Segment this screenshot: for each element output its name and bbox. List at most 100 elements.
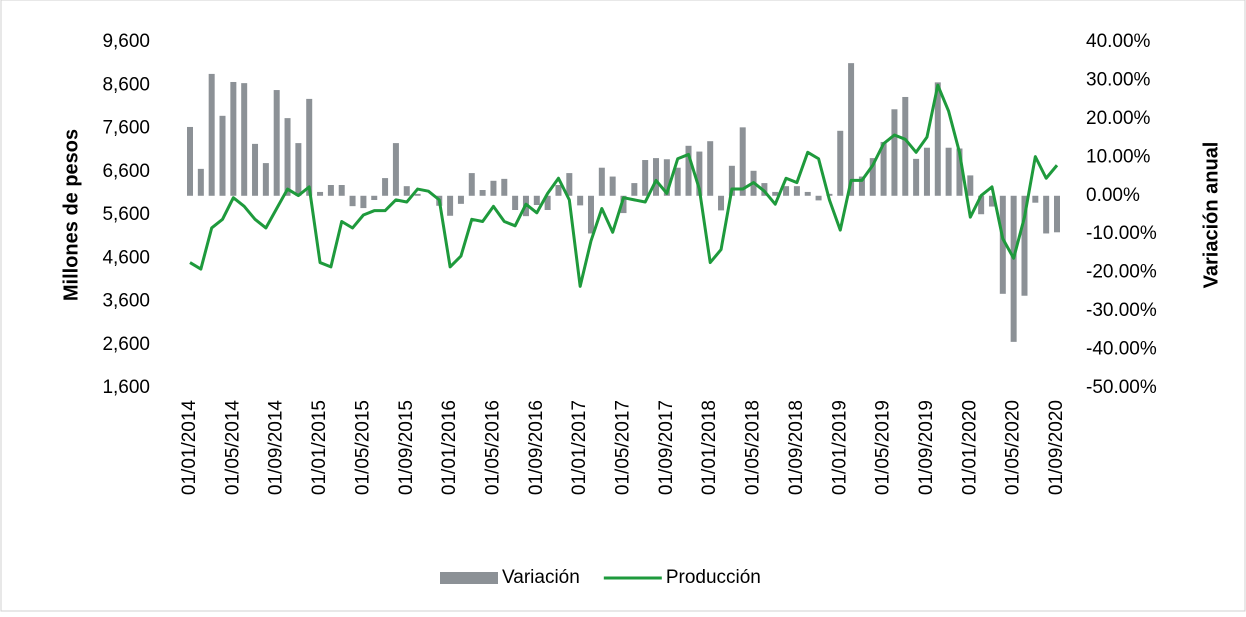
x-tick-label: 01/09/2016 xyxy=(526,400,547,495)
legend-swatch xyxy=(440,572,498,584)
bar xyxy=(371,195,378,201)
bar xyxy=(880,141,887,196)
x-tick-label: 01/05/2017 xyxy=(613,400,634,495)
x-tick-label: 01/05/2018 xyxy=(743,400,764,495)
bar xyxy=(555,185,562,196)
x-tick-label: 01/05/2014 xyxy=(222,400,243,496)
bar xyxy=(988,195,995,207)
bar xyxy=(230,81,237,196)
bar xyxy=(642,160,649,196)
bar xyxy=(999,195,1006,294)
x-tick-label: 01/01/2017 xyxy=(569,400,590,495)
y2-tick-label: -10.00% xyxy=(1086,223,1157,244)
x-tick-label: 01/05/2020 xyxy=(1003,400,1024,495)
y2-tick-label: 10.00% xyxy=(1086,146,1151,167)
bar xyxy=(1032,195,1039,203)
y-tick-label: 4,600 xyxy=(102,247,150,268)
bar xyxy=(718,195,725,211)
bar xyxy=(696,151,703,196)
bar xyxy=(208,73,215,196)
bar xyxy=(533,195,540,206)
y-tick-label: 5,600 xyxy=(102,204,150,225)
bar xyxy=(902,96,909,196)
bar xyxy=(609,176,616,196)
x-tick-label: 01/01/2014 xyxy=(179,400,200,496)
bar xyxy=(187,126,193,196)
bar xyxy=(501,178,508,196)
bar xyxy=(934,82,941,196)
bar xyxy=(663,159,670,196)
bar xyxy=(490,180,497,196)
bar xyxy=(783,186,790,196)
bar xyxy=(566,173,573,196)
y2-tick-label: 0.00% xyxy=(1086,185,1140,206)
x-tick-label: 01/01/2020 xyxy=(959,400,980,495)
bar xyxy=(869,158,876,196)
x-tick-label: 01/01/2015 xyxy=(309,400,330,495)
bar xyxy=(468,173,475,196)
bar xyxy=(382,178,389,196)
bar xyxy=(447,195,454,216)
x-tick-label: 01/01/2016 xyxy=(439,400,460,495)
bar xyxy=(772,191,779,196)
y2-axis-title: Variación anual xyxy=(1200,142,1222,289)
bar xyxy=(728,165,735,196)
bar xyxy=(197,168,204,196)
bar xyxy=(793,186,800,196)
x-tick-label: 01/09/2019 xyxy=(916,400,937,495)
bar xyxy=(327,185,334,196)
x-tick-label: 01/05/2015 xyxy=(352,400,373,495)
bar xyxy=(338,185,345,196)
x-tick-label: 01/09/2017 xyxy=(656,400,677,495)
y-tick-label: 3,600 xyxy=(102,291,150,312)
x-tick-label: 01/09/2020 xyxy=(1046,400,1067,495)
bar xyxy=(349,195,356,207)
x-tick-label: 01/09/2014 xyxy=(266,400,287,496)
bar xyxy=(685,145,692,196)
bar xyxy=(262,163,269,196)
bar xyxy=(631,183,638,196)
bar xyxy=(306,98,313,196)
bar xyxy=(317,191,324,196)
bar xyxy=(913,158,920,196)
bar xyxy=(891,109,898,196)
bar xyxy=(837,130,844,196)
x-tick-label: 01/01/2019 xyxy=(829,400,850,495)
bar xyxy=(241,83,248,196)
bar xyxy=(577,195,584,206)
y2-tick-label: 40.00% xyxy=(1086,31,1151,52)
bar xyxy=(923,147,930,196)
bar xyxy=(1054,195,1060,233)
y2-tick-label: -30.00% xyxy=(1086,300,1157,321)
bar xyxy=(392,143,399,196)
bar xyxy=(598,167,605,196)
bar xyxy=(1010,195,1017,342)
y2-tick-label: -50.00% xyxy=(1086,377,1157,398)
x-tick-label: 01/09/2015 xyxy=(396,400,417,495)
bar xyxy=(978,195,985,215)
bar xyxy=(284,118,291,196)
y-tick-label: 2,600 xyxy=(102,334,150,355)
bar xyxy=(848,63,855,196)
bar xyxy=(544,195,551,211)
y-tick-label: 8,600 xyxy=(102,74,150,95)
legend-label: Producción xyxy=(666,567,761,588)
x-tick-label: 01/05/2016 xyxy=(482,400,503,495)
x-tick-label: 01/09/2018 xyxy=(786,400,807,495)
x-tick-label: 01/01/2018 xyxy=(699,400,720,495)
bar xyxy=(219,115,226,196)
y2-tick-label: 20.00% xyxy=(1086,108,1151,129)
bar xyxy=(295,143,302,196)
bar xyxy=(804,191,811,196)
bar xyxy=(653,158,660,196)
y-tick-label: 6,600 xyxy=(102,161,150,182)
bar xyxy=(674,167,681,196)
bar xyxy=(707,141,714,196)
bar xyxy=(1021,195,1028,296)
bar xyxy=(360,195,367,209)
bar xyxy=(620,195,627,214)
bar xyxy=(1043,195,1050,234)
line xyxy=(189,83,1059,288)
